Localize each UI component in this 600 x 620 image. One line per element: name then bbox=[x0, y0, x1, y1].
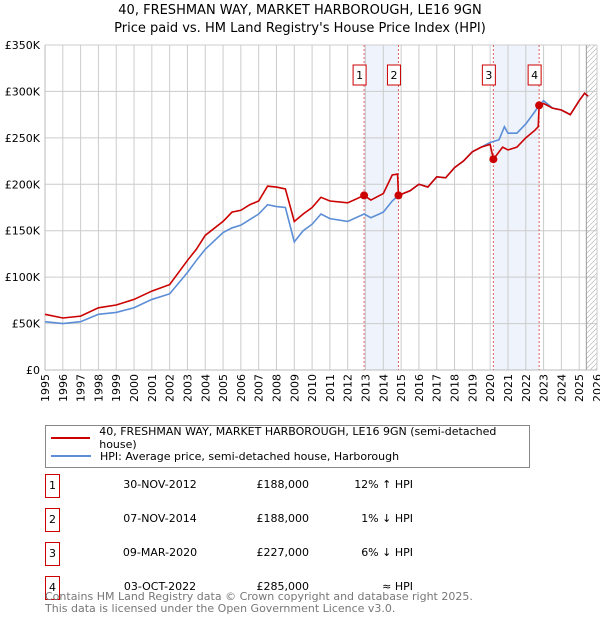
legend-item-property: 40, FRESHMAN WAY, MARKET HARBOROUGH, LE1… bbox=[51, 425, 529, 451]
y-tick-label: £100K bbox=[5, 271, 41, 284]
x-tick-label: 2019 bbox=[466, 374, 479, 402]
x-tick-label: 2010 bbox=[306, 374, 319, 402]
x-tick-label: 2000 bbox=[128, 374, 141, 402]
x-tick-label: 2002 bbox=[164, 374, 177, 402]
sale-label-box bbox=[527, 64, 542, 86]
legend-label: 40, FRESHMAN WAY, MARKET HARBOROUGH, LE1… bbox=[99, 425, 497, 451]
sale-date: 09-MAR-2020 bbox=[122, 546, 198, 559]
x-tick-label: 1996 bbox=[57, 374, 70, 402]
x-tick-label: 2014 bbox=[377, 374, 390, 402]
x-tick-label: 2008 bbox=[270, 374, 283, 402]
x-tick-label: 2017 bbox=[431, 374, 444, 402]
sale-label-number: 4 bbox=[531, 69, 538, 82]
sale-period-shading bbox=[493, 45, 540, 370]
sale-point bbox=[394, 191, 403, 200]
legend-item-hpi: HPI: Average price, semi-detached house,… bbox=[51, 448, 399, 464]
sale-row: 4 03-OCT-2022 £285,000 ≈ HPI bbox=[45, 576, 445, 602]
footer-copyright: Contains HM Land Registry data © Crown c… bbox=[45, 590, 473, 603]
x-tick-label: 1995 bbox=[39, 374, 52, 402]
x-tick-label: 2011 bbox=[324, 374, 337, 402]
sale-label-box bbox=[481, 64, 496, 86]
sale-number-badge: 4 bbox=[45, 576, 60, 600]
x-tick-label: 2013 bbox=[360, 374, 373, 402]
red-line-swatch bbox=[51, 437, 91, 439]
sale-label-number: 3 bbox=[485, 69, 492, 82]
sale-date: 03-OCT-2022 bbox=[123, 580, 197, 593]
hpi-comparison: 1% ↓ HPI bbox=[361, 512, 413, 525]
x-tick-label: 2012 bbox=[342, 374, 355, 402]
x-tick-label: 1998 bbox=[92, 374, 105, 402]
legend-label: HPI: Average price, semi-detached house,… bbox=[100, 449, 400, 463]
hpi-comparison: ≈ HPI bbox=[382, 580, 413, 593]
sale-period-shading bbox=[364, 45, 399, 370]
x-tick-label: 2021 bbox=[502, 374, 515, 402]
sale-price: £285,000 bbox=[256, 580, 310, 593]
sale-label-box bbox=[352, 64, 367, 86]
price-paid-line bbox=[44, 92, 589, 319]
blue-line-swatch bbox=[51, 455, 91, 457]
y-tick-label: £150K bbox=[5, 225, 41, 238]
x-tick-label: 2020 bbox=[484, 374, 497, 402]
x-tick-label: 2009 bbox=[288, 374, 301, 402]
x-tick-label: 2006 bbox=[235, 374, 248, 402]
sale-number-badge: 2 bbox=[45, 508, 60, 532]
footer-licence: This data is licensed under the Open Gov… bbox=[45, 602, 396, 615]
y-tick-label: £50K bbox=[12, 318, 41, 331]
price-chart: 1995 1996 1997 1998 1999 2000 2001 2002 2003 2004… bbox=[5, 39, 600, 402]
forecast-hatch bbox=[586, 45, 597, 370]
sale-date: 07-NOV-2014 bbox=[123, 512, 197, 525]
x-tick-label: 2018 bbox=[449, 374, 462, 402]
legend: 40, FRESHMAN WAY, MARKET HARBOROUGH, LE1… bbox=[45, 425, 530, 468]
x-tick-label: 1997 bbox=[75, 374, 88, 402]
sale-price: £227,000 bbox=[256, 546, 310, 559]
x-tick-label: 2024 bbox=[555, 374, 568, 402]
x-tick-label: 2023 bbox=[538, 374, 551, 402]
x-tick-label: 2016 bbox=[413, 374, 426, 402]
chart-title: 40, FRESHMAN WAY, MARKET HARBOROUGH, LE1… bbox=[118, 3, 482, 18]
y-tick-label: £300K bbox=[5, 85, 41, 98]
sale-point bbox=[489, 155, 498, 164]
sale-label-box bbox=[386, 64, 401, 86]
sale-row: 2 07-NOV-2014 £188,000 1% ↓ HPI bbox=[45, 508, 445, 534]
sale-label-number: 1 bbox=[356, 69, 363, 82]
y-tick-label: £0 bbox=[26, 364, 40, 377]
x-tick-label: 2004 bbox=[199, 374, 212, 402]
hpi-line bbox=[44, 92, 589, 325]
x-tick-label: 2003 bbox=[181, 374, 194, 402]
sale-row: 1 30-NOV-2012 £188,000 12% ↑ HPI bbox=[45, 474, 445, 500]
sale-number-badge: 3 bbox=[45, 542, 60, 566]
hpi-comparison: 6% ↓ HPI bbox=[361, 546, 413, 559]
x-tick-label: 2025 bbox=[573, 374, 586, 402]
sale-number-badge: 1 bbox=[45, 474, 60, 498]
x-tick-label: 2022 bbox=[520, 374, 533, 402]
sale-row: 3 09-MAR-2020 £227,000 6% ↓ HPI bbox=[45, 542, 445, 568]
x-tick-label: 2026 bbox=[591, 374, 600, 402]
x-tick-label: 2015 bbox=[395, 374, 408, 402]
hpi-comparison: 12% ↑ HPI bbox=[354, 478, 413, 491]
sale-date: 30-NOV-2012 bbox=[123, 478, 197, 491]
sale-price: £188,000 bbox=[256, 512, 310, 525]
y-tick-label: £350K bbox=[5, 39, 41, 52]
sale-point bbox=[360, 191, 369, 200]
y-tick-label: £200K bbox=[5, 178, 41, 191]
y-tick-label: £250K bbox=[5, 132, 41, 145]
x-tick-label: 2005 bbox=[217, 374, 230, 402]
sale-point bbox=[535, 101, 544, 110]
chart-subtitle: Price paid vs. HM Land Registry's House … bbox=[114, 21, 486, 36]
x-tick-label: 1999 bbox=[110, 374, 123, 402]
sale-label-number: 2 bbox=[390, 69, 397, 82]
x-tick-label: 2007 bbox=[253, 374, 266, 402]
x-tick-label: 2001 bbox=[146, 374, 159, 402]
sale-price: £188,000 bbox=[256, 478, 310, 491]
